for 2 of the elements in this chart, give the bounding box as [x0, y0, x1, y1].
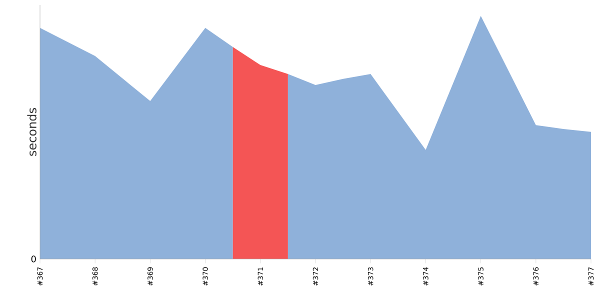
text: 0 — [31, 256, 36, 262]
y-axis-title: seconds — [27, 108, 36, 156]
